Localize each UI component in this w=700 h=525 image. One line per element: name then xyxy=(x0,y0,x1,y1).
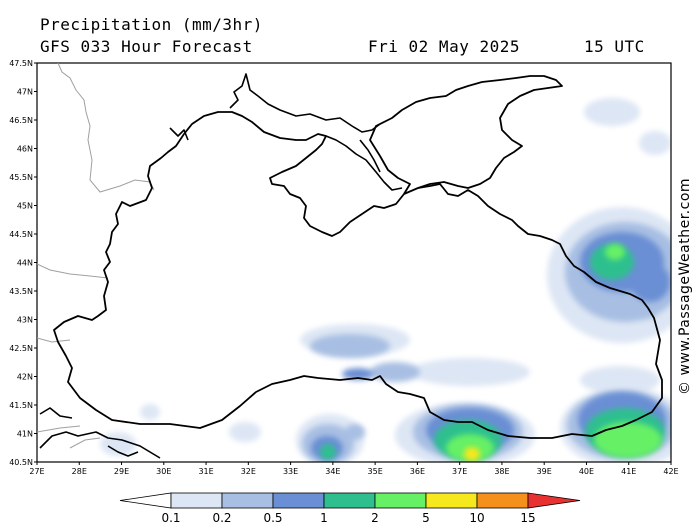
lon-label: 34E xyxy=(325,467,340,476)
lon-label: 30E xyxy=(156,467,171,476)
lat-label: 47.5N xyxy=(9,59,33,68)
lat-label: 41N xyxy=(17,430,33,439)
lat-label: 43N xyxy=(17,316,33,325)
colorbar-label: 0.5 xyxy=(263,511,282,525)
lon-label: 31E xyxy=(198,467,213,476)
lon-label: 37E xyxy=(452,467,467,476)
lat-label: 41.5N xyxy=(9,401,33,410)
lat-label: 43.5N xyxy=(9,287,33,296)
colorbar-arrow-right xyxy=(527,492,581,509)
colorbar-label: 10 xyxy=(469,511,484,525)
colorbar-bin xyxy=(170,492,223,509)
lat-label: 44.5N xyxy=(9,230,33,239)
forecast-time: 15 UTC xyxy=(584,37,645,56)
colorbar-arrow-left xyxy=(119,492,172,509)
lat-label: 45N xyxy=(17,202,33,211)
colorbar-label: 2 xyxy=(371,511,379,525)
colorbar: 0.1 0.2 0.5 1 2 5 10 15 xyxy=(119,492,581,525)
chart-title: Precipitation (mm/3hr) xyxy=(40,15,263,34)
lat-label: 44N xyxy=(17,259,33,268)
lon-label: 32E xyxy=(241,467,256,476)
lon-label: 35E xyxy=(368,467,383,476)
lon-label: 27E xyxy=(29,467,44,476)
colorbar-bin xyxy=(272,492,325,509)
lon-label: 40E xyxy=(579,467,594,476)
lon-label: 41E xyxy=(621,467,636,476)
colorbar-bin xyxy=(221,492,274,509)
colorbar-label: 15 xyxy=(520,511,535,525)
border-lines xyxy=(37,63,155,449)
coastline-inland xyxy=(39,73,403,459)
coastline-black-sea xyxy=(53,111,663,439)
coastline-azov-sea xyxy=(369,75,563,195)
lat-label: 45.5N xyxy=(9,173,33,182)
colorbar-bin xyxy=(374,492,427,509)
lon-label: 28E xyxy=(72,467,87,476)
precipitation-field xyxy=(100,98,671,462)
watermark: © www.PassageWeather.com xyxy=(677,177,693,395)
colorbar-label: 5 xyxy=(422,511,430,525)
colorbar-bin xyxy=(425,492,478,509)
colorbar-label: 0.1 xyxy=(161,511,180,525)
longitude-axis: 27E 28E 29E 30E 31E 32E 33E 34E 35E 36E 37E 38E 39E 4… xyxy=(29,462,679,476)
lon-label: 33E xyxy=(283,467,298,476)
lon-label: 29E xyxy=(114,467,129,476)
colorbar-label: 0.2 xyxy=(212,511,231,525)
lon-label: 39E xyxy=(537,467,552,476)
lat-label: 40.5N xyxy=(9,458,33,467)
colorbar-bin xyxy=(476,492,529,509)
latitude-axis: 47.5N 47N 46.5N 46N 45.5N 45N 44.5N 44N 43.5N 43N… xyxy=(9,59,37,467)
forecast-date: Fri 02 May 2025 xyxy=(368,37,520,56)
lon-label: 42E xyxy=(663,467,678,476)
colorbar-label: 1 xyxy=(320,511,328,525)
model-label: GFS 033 Hour Forecast xyxy=(40,37,253,56)
lat-label: 47N xyxy=(17,88,33,97)
lon-label: 36E xyxy=(410,467,425,476)
colorbar-bin xyxy=(323,492,376,509)
lon-label: 38E xyxy=(494,467,509,476)
lat-label: 42.5N xyxy=(9,344,33,353)
lat-label: 46N xyxy=(17,145,33,154)
lat-label: 42N xyxy=(17,373,33,382)
lat-label: 46.5N xyxy=(9,116,33,125)
